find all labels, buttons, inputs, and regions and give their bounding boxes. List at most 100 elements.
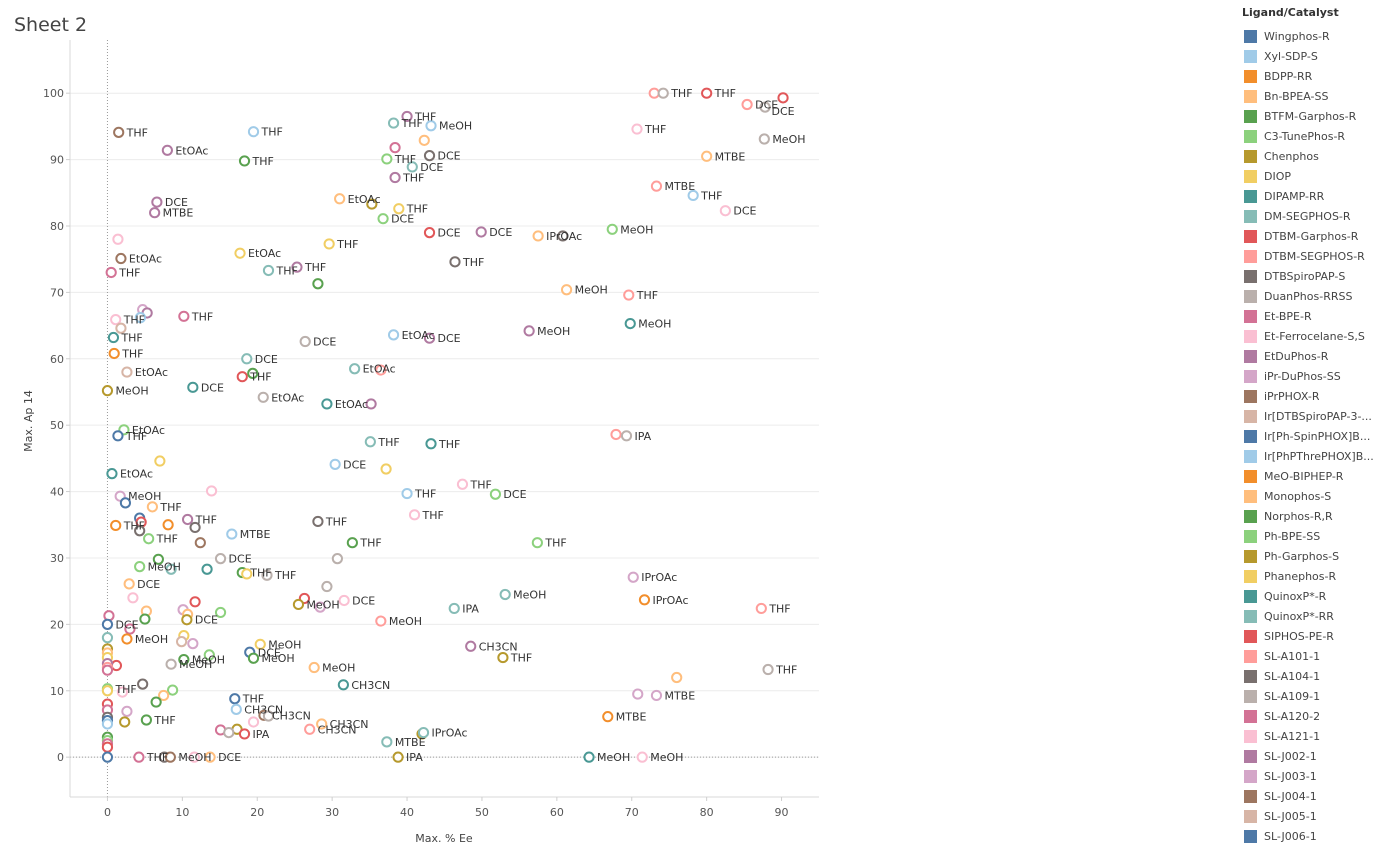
data-point[interactable] — [777, 92, 789, 104]
data-point[interactable] — [406, 161, 418, 173]
legend-item[interactable]: SL-A104-1 — [1236, 666, 1399, 686]
data-point[interactable] — [741, 98, 753, 111]
legend-item[interactable]: iPrPHOX-R — [1236, 386, 1399, 406]
data-point[interactable] — [110, 659, 123, 672]
data-point[interactable] — [105, 266, 117, 279]
data-point[interactable] — [316, 718, 328, 730]
legend-item[interactable]: Chenphos — [1236, 146, 1399, 166]
data-point[interactable] — [304, 723, 316, 735]
legend-item[interactable]: SL-J002-1 — [1236, 746, 1399, 766]
data-point[interactable] — [375, 615, 387, 627]
data-point[interactable] — [121, 633, 133, 645]
data-point[interactable] — [254, 638, 266, 650]
data-point[interactable] — [719, 205, 731, 217]
data-point[interactable] — [377, 213, 389, 225]
data-point[interactable] — [116, 686, 129, 698]
data-point[interactable] — [167, 684, 179, 696]
legend-item[interactable]: Norphos-R,R — [1236, 506, 1399, 526]
data-point[interactable] — [161, 144, 173, 156]
data-point[interactable] — [143, 533, 155, 545]
data-point[interactable] — [401, 110, 413, 123]
data-point[interactable] — [329, 458, 341, 470]
data-point[interactable] — [101, 685, 114, 697]
legend-item[interactable]: Ph-BPE-SS — [1236, 526, 1399, 546]
legend-item[interactable]: Ir[DTBSpiroPAP-3-... — [1236, 406, 1399, 426]
legend-item[interactable]: DTBM-Garphos-R — [1236, 226, 1399, 246]
data-point[interactable] — [423, 332, 436, 344]
data-point[interactable] — [181, 614, 193, 626]
data-point[interactable] — [338, 594, 350, 607]
data-point[interactable] — [448, 602, 460, 615]
data-point[interactable] — [364, 436, 376, 448]
data-point[interactable] — [101, 632, 114, 644]
data-point[interactable] — [381, 153, 393, 165]
data-point[interactable] — [701, 150, 713, 162]
data-point[interactable] — [387, 329, 400, 341]
data-point[interactable] — [489, 488, 502, 500]
legend-item[interactable]: DIOP — [1236, 166, 1399, 186]
data-point[interactable] — [532, 230, 544, 242]
data-point[interactable] — [164, 751, 176, 763]
data-point[interactable] — [418, 134, 430, 146]
data-point[interactable] — [133, 751, 145, 763]
legend-item[interactable]: DTBSpiroPAP-S — [1236, 266, 1399, 286]
legend-item[interactable]: SL-A120-2 — [1236, 706, 1399, 726]
legend-item[interactable]: SL-J006-1 — [1236, 826, 1399, 846]
data-point[interactable] — [146, 501, 158, 513]
data-point[interactable] — [236, 371, 248, 383]
data-point[interactable] — [149, 207, 161, 219]
data-point[interactable] — [392, 751, 404, 763]
data-point[interactable] — [334, 193, 346, 205]
data-point[interactable] — [101, 664, 114, 676]
data-point[interactable] — [632, 688, 644, 700]
data-point[interactable] — [101, 741, 114, 753]
legend-item[interactable]: SL-J003-1 — [1236, 766, 1399, 786]
data-point[interactable] — [321, 580, 333, 593]
data-point[interactable] — [602, 711, 614, 723]
data-point[interactable] — [312, 278, 324, 290]
data-point[interactable] — [152, 553, 164, 565]
data-point[interactable] — [137, 678, 149, 690]
data-point[interactable] — [346, 537, 358, 549]
data-point[interactable] — [238, 155, 251, 167]
data-point[interactable] — [241, 353, 253, 365]
data-point[interactable] — [154, 455, 166, 467]
data-point[interactable] — [624, 317, 636, 330]
data-point[interactable] — [201, 563, 213, 575]
data-point[interactable] — [181, 513, 194, 526]
data-point[interactable] — [387, 117, 400, 129]
data-point[interactable] — [187, 381, 199, 393]
legend-item[interactable]: SL-A109-1 — [1236, 686, 1399, 706]
legend-item[interactable]: Ir[Ph-SpinPHOX]B... — [1236, 426, 1399, 446]
data-point[interactable] — [456, 478, 469, 490]
data-point[interactable] — [112, 233, 124, 245]
data-point[interactable] — [115, 322, 127, 334]
legend-item[interactable]: SL-J004-1 — [1236, 786, 1399, 806]
data-point[interactable] — [381, 736, 393, 748]
data-point[interactable] — [262, 264, 275, 277]
data-point[interactable] — [623, 289, 635, 301]
legend-item[interactable]: MeO-BIPHEP-R — [1236, 466, 1399, 486]
legend-item[interactable]: DIPAMP-RR — [1236, 186, 1399, 206]
legend-item[interactable]: BDPP-RR — [1236, 66, 1399, 86]
data-point[interactable] — [194, 537, 206, 549]
legend-item[interactable]: Monophos-S — [1236, 486, 1399, 506]
data-point[interactable] — [499, 588, 511, 601]
data-point[interactable] — [375, 364, 387, 376]
data-point[interactable] — [366, 198, 378, 210]
data-point[interactable] — [214, 606, 227, 619]
data-point[interactable] — [162, 519, 174, 531]
data-point[interactable] — [417, 726, 430, 739]
data-point[interactable] — [247, 126, 260, 138]
legend-item[interactable]: Et-BPE-R — [1236, 306, 1399, 326]
data-point[interactable] — [238, 728, 251, 740]
data-point[interactable] — [226, 528, 238, 540]
data-point[interactable] — [115, 252, 127, 265]
data-point[interactable] — [557, 230, 569, 242]
data-point[interactable] — [134, 561, 146, 573]
legend-item[interactable]: Wingphos-R — [1236, 26, 1399, 46]
data-point[interactable] — [119, 497, 132, 509]
data-point[interactable] — [475, 226, 487, 238]
legend-item[interactable]: Xyl-SDP-S — [1236, 46, 1399, 66]
data-point[interactable] — [393, 203, 405, 215]
